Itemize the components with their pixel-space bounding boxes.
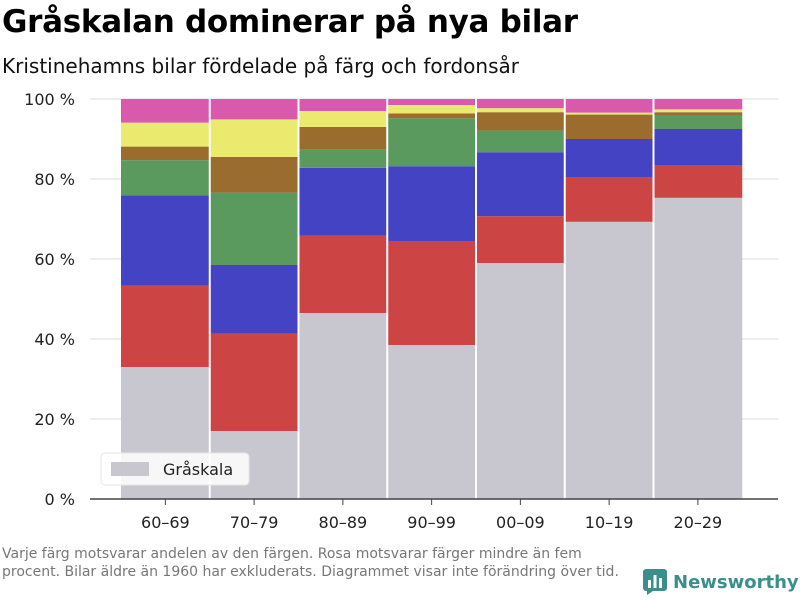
chart-subtitle: Kristinehamns bilar fördelade på färg oc… xyxy=(2,54,519,78)
bar-segment xyxy=(121,122,210,147)
x-tick-label: 90–99 xyxy=(407,513,456,532)
bar-segment xyxy=(653,165,743,198)
y-tick-label: 100 % xyxy=(24,90,75,109)
bar-segment xyxy=(564,99,654,113)
bar-segment xyxy=(298,313,388,499)
bar-segment xyxy=(653,99,743,110)
bar-segment xyxy=(298,111,388,127)
bar-segment xyxy=(564,139,654,177)
bar-segment xyxy=(653,112,743,115)
bar-segment xyxy=(476,263,565,499)
bar-segment xyxy=(387,113,476,119)
bar-segment xyxy=(298,167,388,236)
y-tick-label: 0 % xyxy=(45,490,75,509)
bar-segment xyxy=(209,157,299,193)
legend-swatch xyxy=(111,462,149,476)
x-tick-label: 70–79 xyxy=(230,513,279,532)
bar-segment xyxy=(387,166,476,241)
y-axis-ticks: 0 % 20 % 40 % 60 % 80 % 100 % xyxy=(24,90,75,509)
bar-segment xyxy=(387,99,476,105)
x-tick-label: 10–19 xyxy=(585,513,634,532)
bar-segment xyxy=(121,160,210,196)
bar-segment xyxy=(209,333,299,431)
bar-segment xyxy=(387,345,476,499)
bar-segment xyxy=(209,119,299,157)
bar-segment xyxy=(653,197,743,500)
bar-segment xyxy=(653,115,743,129)
stacked-bar-chart: 0 % 20 % 40 % 60 % 80 % 100 % 60–69 70–79 80–89… xyxy=(24,90,778,532)
bar-segment xyxy=(653,129,743,165)
y-tick-label: 20 % xyxy=(34,410,75,429)
footnote: Varje färg motsvarar andelen av den färg… xyxy=(2,546,619,580)
bar-segment xyxy=(653,109,743,113)
legend-label: Gråskala xyxy=(163,460,233,479)
bar-segment xyxy=(209,99,299,120)
bar-segment xyxy=(209,265,299,334)
y-tick-label: 40 % xyxy=(34,330,75,349)
bar-segment xyxy=(298,99,388,111)
bar-segment xyxy=(476,108,565,113)
bar-segment xyxy=(564,112,654,115)
bar-segment xyxy=(564,221,654,500)
bar-chart-logo-icon xyxy=(643,569,667,595)
bar-segment xyxy=(387,118,476,167)
x-tick-label: 60–69 xyxy=(141,513,190,532)
bar-segment xyxy=(121,146,210,161)
y-tick-label: 80 % xyxy=(34,170,75,189)
bar-segment xyxy=(476,130,565,153)
bar-segment xyxy=(121,99,210,123)
bar-segment xyxy=(476,99,565,109)
bar-segment xyxy=(564,177,654,222)
bar-segment xyxy=(121,285,210,367)
bar-segment xyxy=(298,149,388,168)
brand-name: Newsworthy xyxy=(673,571,799,593)
x-tick-label: 20–29 xyxy=(674,513,723,532)
bar-segment xyxy=(121,195,210,286)
legend-box xyxy=(100,452,250,486)
bar-segment xyxy=(209,192,299,265)
legend: Gråskala xyxy=(100,452,250,486)
y-tick-label: 60 % xyxy=(34,250,75,269)
bar-segment xyxy=(298,127,388,150)
bar-segment xyxy=(387,105,476,114)
x-tick-label: 80–89 xyxy=(319,513,368,532)
bar-segment xyxy=(476,112,565,131)
brand-logo: Newsworthy xyxy=(643,569,799,595)
bar-stacks xyxy=(121,99,743,500)
chart-title: Gråskalan dominerar på nya bilar xyxy=(2,4,578,40)
x-tick-label: 00–09 xyxy=(496,513,545,532)
bar-segment xyxy=(476,152,565,217)
bar-segment xyxy=(387,241,476,345)
x-axis-ticks: 60–69 70–79 80–89 90–99 00–09 10–19 20–29 xyxy=(141,499,722,532)
bar-segment xyxy=(476,216,565,263)
bar-segment xyxy=(298,235,388,313)
bar-segment xyxy=(564,114,654,139)
